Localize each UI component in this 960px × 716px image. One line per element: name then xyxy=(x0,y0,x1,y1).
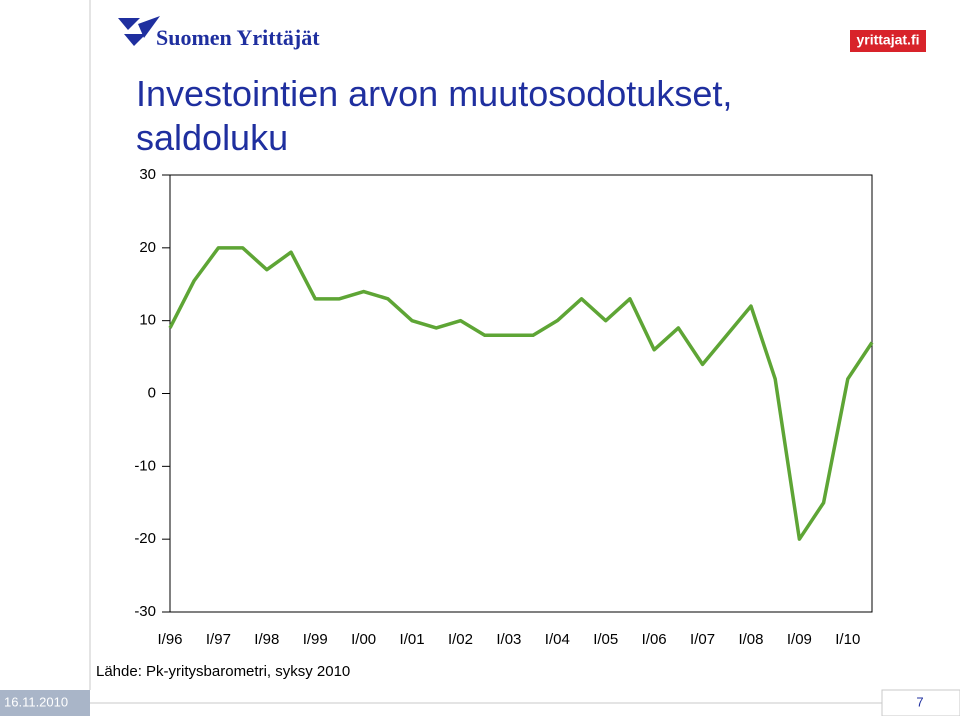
x-tick-label: I/10 xyxy=(835,631,860,648)
y-tick-label: -20 xyxy=(134,530,156,547)
footer-date: 16.11.2010 xyxy=(4,694,68,709)
logo-text: Suomen Yrittäjät xyxy=(156,25,320,50)
x-tick-label: I/99 xyxy=(303,631,328,648)
y-tick-label: 10 xyxy=(139,312,156,329)
site-badge xyxy=(850,30,926,52)
x-tick-label: I/05 xyxy=(593,631,618,648)
x-tick-label: I/04 xyxy=(545,631,570,648)
x-tick-label: I/07 xyxy=(690,631,715,648)
y-tick-label: 0 xyxy=(148,384,156,401)
footer-page: 7 xyxy=(916,694,923,709)
source: Lähde: Pk-yritysbarometri, syksy 2010 xyxy=(96,663,350,680)
x-tick-label: I/97 xyxy=(206,631,231,648)
y-tick-label: -30 xyxy=(134,603,156,620)
logo-icon xyxy=(118,16,160,46)
plot-frame xyxy=(169,174,873,613)
y-tick-label: 30 xyxy=(139,166,156,183)
x-tick-label: I/01 xyxy=(400,631,425,648)
x-tick-label: I/08 xyxy=(738,631,763,648)
line-series xyxy=(168,246,874,541)
y-tick-label: 20 xyxy=(139,239,156,256)
footer-date-box xyxy=(0,690,90,716)
chart-title: Investointien arvon muutosodotukset, sal… xyxy=(136,73,733,158)
x-tick-label: I/00 xyxy=(351,631,376,648)
x-tick-label: I/98 xyxy=(254,631,279,648)
x-tick-label: I/09 xyxy=(787,631,812,648)
x-tick-label: I/02 xyxy=(448,631,473,648)
x-tick-label: I/03 xyxy=(496,631,521,648)
footer-page-box xyxy=(881,689,960,716)
y-tick-label: -10 xyxy=(134,457,156,474)
site-text: yrittajat.fi xyxy=(856,32,919,48)
x-tick-label: I/06 xyxy=(642,631,667,648)
x-tick-label: I/96 xyxy=(157,631,182,648)
